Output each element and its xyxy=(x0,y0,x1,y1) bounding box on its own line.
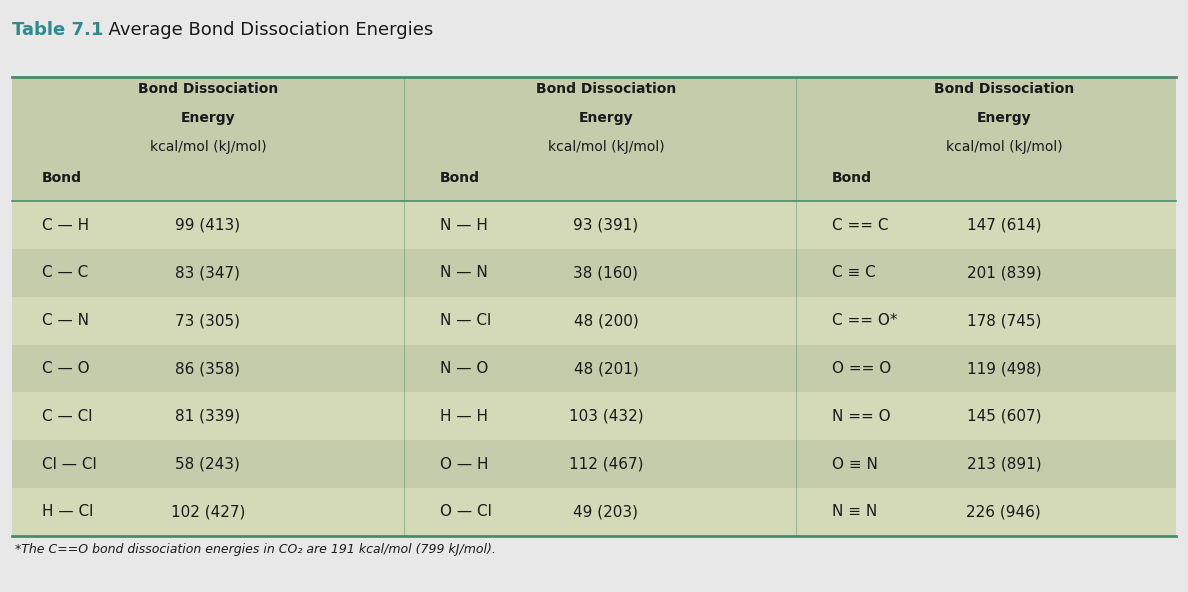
Text: 119 (498): 119 (498) xyxy=(967,361,1041,376)
Text: Energy: Energy xyxy=(977,111,1031,126)
Text: 38 (160): 38 (160) xyxy=(574,265,638,281)
Text: 73 (305): 73 (305) xyxy=(176,313,240,328)
Text: 83 (347): 83 (347) xyxy=(176,265,240,281)
Text: Energy: Energy xyxy=(579,111,633,126)
Text: 178 (745): 178 (745) xyxy=(967,313,1041,328)
Text: 147 (614): 147 (614) xyxy=(967,218,1041,233)
Text: Bond: Bond xyxy=(42,170,82,185)
Text: C — C: C — C xyxy=(42,265,88,281)
Text: kcal/mol (kJ/mol): kcal/mol (kJ/mol) xyxy=(150,140,266,154)
Text: N — Cl: N — Cl xyxy=(440,313,491,328)
Text: 145 (607): 145 (607) xyxy=(967,409,1041,424)
Text: 201 (839): 201 (839) xyxy=(967,265,1041,281)
Text: C == O*: C == O* xyxy=(832,313,897,328)
Bar xyxy=(12,77,1176,201)
Text: C — H: C — H xyxy=(42,218,89,233)
Text: H — Cl: H — Cl xyxy=(42,504,93,519)
Bar xyxy=(12,345,1176,392)
Text: 93 (391): 93 (391) xyxy=(574,218,638,233)
Text: Bond: Bond xyxy=(440,170,480,185)
Text: N — N: N — N xyxy=(440,265,487,281)
Text: O == O: O == O xyxy=(832,361,891,376)
Text: H — H: H — H xyxy=(440,409,487,424)
Text: 48 (201): 48 (201) xyxy=(574,361,638,376)
Text: 102 (427): 102 (427) xyxy=(171,504,245,519)
Text: Bond Dissociation: Bond Dissociation xyxy=(934,82,1074,96)
Text: C ≡ C: C ≡ C xyxy=(832,265,876,281)
Text: 112 (467): 112 (467) xyxy=(569,456,643,472)
Text: Table 7.1: Table 7.1 xyxy=(12,21,103,38)
Text: 99 (413): 99 (413) xyxy=(176,218,240,233)
Text: O ≡ N: O ≡ N xyxy=(832,456,878,472)
Text: N — H: N — H xyxy=(440,218,487,233)
Text: 226 (946): 226 (946) xyxy=(967,504,1041,519)
Text: kcal/mol (kJ/mol): kcal/mol (kJ/mol) xyxy=(548,140,664,154)
Text: Bond Dissociation: Bond Dissociation xyxy=(536,82,676,96)
Text: Energy: Energy xyxy=(181,111,235,126)
Text: kcal/mol (kJ/mol): kcal/mol (kJ/mol) xyxy=(946,140,1062,154)
Text: 58 (243): 58 (243) xyxy=(176,456,240,472)
Text: O — Cl: O — Cl xyxy=(440,504,492,519)
Text: C == C: C == C xyxy=(832,218,889,233)
Text: N ≡ N: N ≡ N xyxy=(832,504,877,519)
Text: C — Cl: C — Cl xyxy=(42,409,93,424)
Text: N — O: N — O xyxy=(440,361,488,376)
Text: 49 (203): 49 (203) xyxy=(574,504,638,519)
Text: *The C==O bond dissociation energies in CO₂ are 191 kcal/mol (799 kJ/mol).: *The C==O bond dissociation energies in … xyxy=(15,543,497,556)
Text: Bond: Bond xyxy=(832,170,872,185)
Bar xyxy=(12,440,1176,488)
Text: 103 (432): 103 (432) xyxy=(569,409,643,424)
Text: 81 (339): 81 (339) xyxy=(176,409,240,424)
Text: 86 (358): 86 (358) xyxy=(176,361,240,376)
Text: 213 (891): 213 (891) xyxy=(967,456,1041,472)
Text: N == O: N == O xyxy=(832,409,890,424)
Text: C — O: C — O xyxy=(42,361,89,376)
Text: 48 (200): 48 (200) xyxy=(574,313,638,328)
Bar xyxy=(12,249,1176,297)
Text: Bond Dissociation: Bond Dissociation xyxy=(138,82,278,96)
Text: Average Bond Dissociation Energies: Average Bond Dissociation Energies xyxy=(97,21,434,38)
Text: C — N: C — N xyxy=(42,313,89,328)
Bar xyxy=(12,77,1176,536)
Text: O — H: O — H xyxy=(440,456,488,472)
Text: Cl — Cl: Cl — Cl xyxy=(42,456,96,472)
